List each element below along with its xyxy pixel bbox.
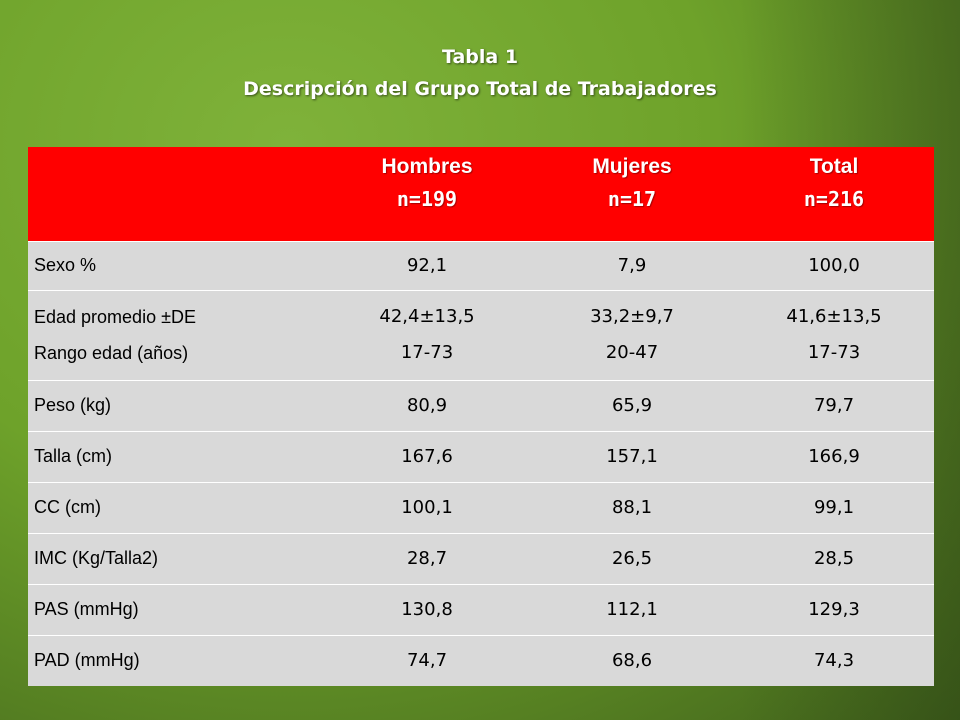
row-label: PAD (mmHg): [34, 650, 140, 671]
cell-value: 28,5: [813, 548, 855, 569]
cell-value: 42,4±13,5 17-73: [324, 290, 530, 380]
cell-value: 99,1: [813, 497, 855, 518]
cell-value: 74,7: [406, 650, 448, 672]
header-label: Hombres: [381, 155, 473, 178]
table-row: Edad promedio ±DE Rango edad (años) 42,4…: [28, 290, 934, 380]
table-row: Talla (cm) 167,6 157,1 166,9: [28, 431, 934, 482]
row-label: PAS (mmHg): [34, 599, 139, 619]
table-row: Peso (kg) 80,9 65,9 79,7: [28, 380, 934, 431]
header-total: Total n=216: [734, 147, 934, 241]
data-table: Hombres n=199 Mujeres n=17 Total n=216 S…: [28, 147, 934, 686]
header-empty-cell: [28, 147, 324, 241]
cell-value: 7,9: [617, 255, 647, 276]
cell-value-line: 20-47: [605, 342, 659, 363]
cell-value: 88,1: [611, 497, 653, 518]
table-header-row: Hombres n=199 Mujeres n=17 Total n=216: [28, 147, 934, 241]
cell-value: 130,8: [401, 599, 453, 620]
cell-value: 166,9: [808, 446, 860, 467]
cell-value: 129,3: [808, 599, 860, 620]
table-row: IMC (Kg/Talla2) 28,7 26,5 28,5: [28, 533, 934, 584]
cell-value: 28,7: [406, 548, 448, 569]
cell-value: 68,6: [611, 650, 653, 672]
cell-value: 167,6: [401, 446, 453, 467]
header-label: Mujeres: [592, 155, 672, 178]
cell-value-line: 17-73: [400, 342, 454, 363]
cell-value: 74,3: [813, 650, 855, 672]
cell-value: 79,7: [813, 395, 855, 416]
header-count: n=216: [803, 187, 865, 211]
header-label: Total: [809, 155, 859, 178]
header-count: n=199: [396, 187, 458, 211]
cell-value-line: 42,4±13,5: [379, 306, 475, 327]
cell-value: 65,9: [611, 395, 653, 416]
cell-value: 112,1: [606, 599, 658, 620]
table-row: PAD (mmHg) 74,7 68,6 74,3: [28, 635, 934, 686]
cell-value-line: 33,2±9,7: [590, 306, 674, 327]
table-row: PAS (mmHg) 130,8 112,1 129,3: [28, 584, 934, 635]
cell-value: 100,1: [401, 497, 453, 518]
row-label: CC (cm): [34, 497, 101, 517]
cell-value: 33,2±9,7 20-47: [530, 290, 734, 380]
cell-value: 41,6±13,5 17-73: [734, 290, 934, 380]
header-hombres: Hombres n=199: [324, 147, 530, 241]
cell-value-line: 17-73: [807, 342, 861, 363]
table-row: Sexo % 92,1 7,9 100,0: [28, 241, 934, 290]
row-label-line: Edad promedio ±DE: [34, 307, 196, 327]
row-label: Sexo %: [34, 255, 97, 275]
table-row: CC (cm) 100,1 88,1 99,1: [28, 482, 934, 533]
header-count: n=17: [607, 187, 657, 211]
cell-value: 80,9: [406, 395, 448, 416]
row-label: Edad promedio ±DE Rango edad (años): [28, 290, 324, 380]
row-label: Peso (kg): [34, 395, 112, 415]
cell-value: 100,0: [808, 255, 860, 276]
row-label: IMC (Kg/Talla2): [34, 548, 159, 568]
cell-value: 92,1: [406, 255, 448, 276]
table-title: Tabla 1: [441, 46, 519, 68]
row-label: Talla (cm): [34, 446, 113, 466]
header-mujeres: Mujeres n=17: [530, 147, 734, 241]
cell-value: 157,1: [606, 446, 658, 467]
cell-value: 26,5: [611, 548, 653, 569]
cell-value-line: 41,6±13,5: [786, 306, 882, 327]
table-subtitle: Descripción del Grupo Total de Trabajado…: [243, 78, 717, 100]
row-label-line: Rango edad (años): [34, 343, 189, 363]
background-shade: [740, 0, 960, 720]
